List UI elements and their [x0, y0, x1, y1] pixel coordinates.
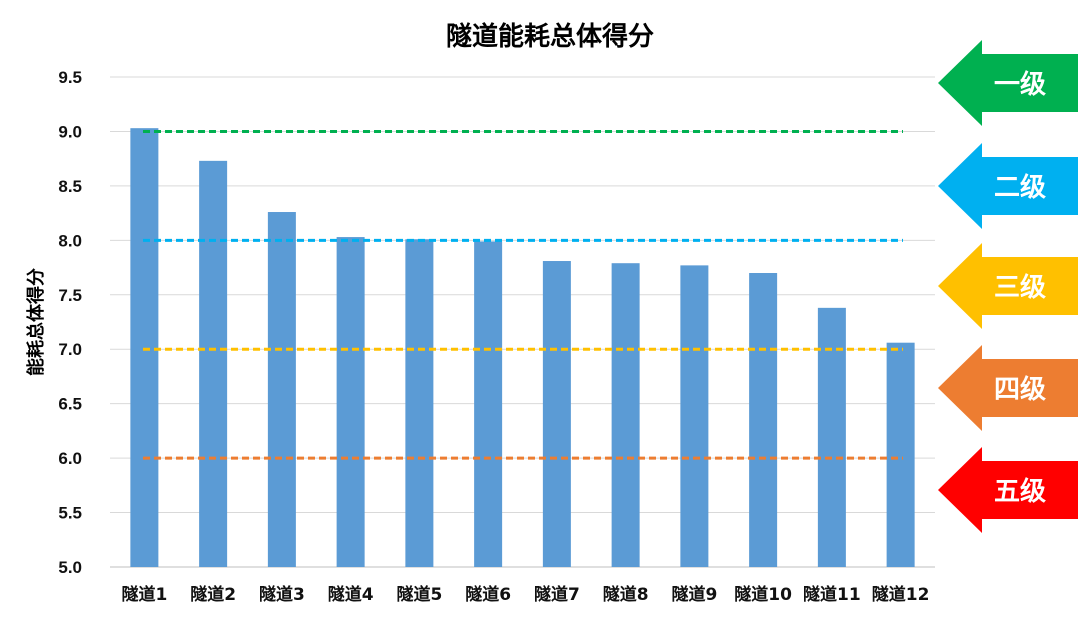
- x-tick-label: 隧道2: [190, 584, 236, 605]
- bar: [542, 261, 571, 567]
- level-label: 二级: [994, 172, 1046, 203]
- y-tick-label: 5.5: [58, 504, 82, 523]
- y-tick-label: 7.5: [58, 286, 82, 305]
- bar: [611, 263, 640, 567]
- grid-layer: [110, 76, 935, 568]
- y-axis-label: 能耗总体得分: [25, 268, 47, 376]
- threshold-layer: [143, 129, 903, 460]
- chart-title: 隧道能耗总体得分: [446, 21, 654, 52]
- x-tick-label: 隧道4: [328, 584, 374, 605]
- level-arrow: [938, 243, 1078, 329]
- level-label: 四级: [994, 374, 1046, 405]
- x-tick-label: 隧道9: [671, 584, 717, 605]
- y-tick-label: 6.5: [58, 395, 82, 414]
- x-tick-label: 隧道6: [465, 584, 511, 605]
- bar: [886, 342, 915, 567]
- y-tick-label: 9.0: [58, 122, 82, 141]
- bars-layer: [130, 128, 915, 568]
- level-label: 三级: [994, 272, 1046, 303]
- y-tick-label: 5.0: [58, 558, 82, 577]
- y-tick-label: 8.0: [58, 231, 82, 250]
- level-arrow: [938, 447, 1078, 533]
- y-tick-label: 8.5: [58, 177, 82, 196]
- bar: [336, 237, 365, 568]
- x-tick-label: 隧道7: [534, 584, 580, 605]
- x-tick-label: 隧道3: [259, 584, 305, 605]
- level-arrow: [938, 40, 1078, 126]
- bar: [749, 273, 778, 567]
- bar: [680, 265, 709, 567]
- bar: [474, 241, 503, 567]
- x-tick-labels: 隧道1 隧道2 隧道3 隧道4 隧道5 隧道6 隧道7 隧道8 隧道9 隧道10 隧道11 隧道12: [121, 584, 929, 605]
- bar: [130, 128, 159, 567]
- y-tick-label: 7.0: [58, 340, 82, 359]
- y-tick-label: 9.5: [58, 68, 82, 87]
- bar: [267, 212, 296, 567]
- x-tick-label: 隧道5: [396, 584, 442, 605]
- level-label: 五级: [994, 476, 1046, 507]
- y-tick-labels: 5.0 5.5 6.0 6.5 7.0 7.5 8.0 8.5 9.0 9.5: [58, 68, 82, 577]
- level-arrow: [938, 345, 1078, 431]
- bar: [199, 160, 228, 567]
- level-arrow: [938, 143, 1078, 229]
- bar: [405, 239, 434, 567]
- x-tick-label: 隧道12: [872, 584, 930, 605]
- x-tick-label: 隧道10: [734, 584, 792, 605]
- bar: [817, 307, 846, 567]
- x-tick-label: 隧道8: [603, 584, 649, 605]
- level-label: 一级: [994, 69, 1046, 100]
- x-tick-label: 隧道1: [121, 584, 167, 605]
- x-tick-label: 隧道11: [803, 584, 861, 605]
- y-tick-label: 6.0: [58, 449, 82, 468]
